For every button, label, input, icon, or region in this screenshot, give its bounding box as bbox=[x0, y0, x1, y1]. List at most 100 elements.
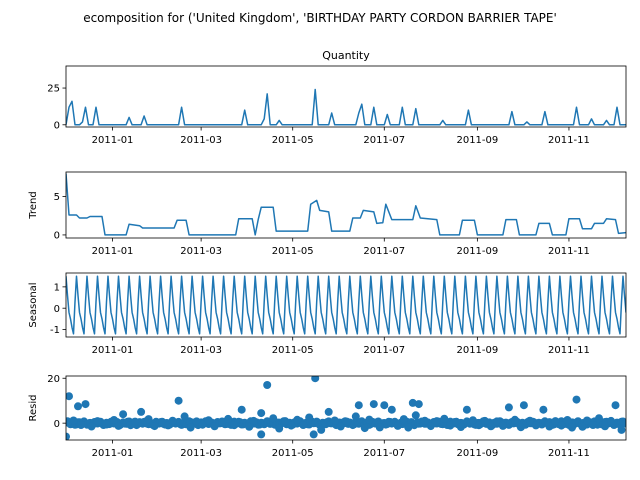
x-tick-label: 2011-11 bbox=[548, 246, 590, 257]
y-tick-label: -1 bbox=[50, 325, 60, 336]
resid-point bbox=[480, 416, 489, 425]
resid-point bbox=[426, 422, 435, 431]
resid-outlier-point bbox=[66, 432, 70, 440]
resid-outlier-point bbox=[324, 407, 333, 416]
resid-point bbox=[69, 416, 78, 425]
resid-point bbox=[114, 421, 123, 430]
resid-point bbox=[224, 414, 233, 423]
resid-outlier-point bbox=[408, 398, 417, 407]
x-tick-label: 2011-09 bbox=[456, 246, 498, 257]
resid-point bbox=[330, 416, 339, 425]
resid-outlier-point bbox=[462, 405, 471, 414]
resid-outlier-point bbox=[309, 430, 318, 439]
resid-outlier-point bbox=[311, 376, 320, 383]
resid-point bbox=[218, 417, 227, 426]
x-tick-label: 2011-01 bbox=[92, 135, 134, 146]
x-tick-label: 2011-11 bbox=[548, 135, 590, 146]
x-tick-label: 2011-07 bbox=[363, 345, 405, 356]
x-tick-label: 2011-11 bbox=[548, 448, 590, 459]
resid-outlier-point bbox=[519, 401, 528, 410]
resid-point bbox=[498, 421, 507, 430]
resid-outlier-point bbox=[539, 405, 548, 414]
y-tick-label: 5 bbox=[54, 192, 60, 203]
y-axis-label: Seasonal bbox=[28, 282, 39, 327]
resid-point bbox=[245, 422, 254, 431]
axes-frame bbox=[65, 272, 627, 338]
resid-point bbox=[607, 416, 615, 425]
axes-frame bbox=[65, 65, 627, 128]
resid-point bbox=[168, 416, 177, 425]
resid-outlier-point bbox=[504, 403, 513, 412]
axes-frame bbox=[65, 171, 627, 239]
y-tick-label: 0 bbox=[54, 419, 60, 430]
resid-point bbox=[589, 421, 597, 429]
resid-point bbox=[468, 416, 477, 425]
plot-area bbox=[66, 275, 626, 335]
resid-point bbox=[269, 414, 278, 423]
observed-line bbox=[66, 88, 626, 126]
x-tick-label: 2011-03 bbox=[180, 135, 222, 146]
resid-point bbox=[293, 415, 302, 424]
panels-layer: 0 25 2011-01 2011-03 2011-05 2011-07 2011-09 20… bbox=[28, 49, 627, 459]
plot-area bbox=[66, 88, 626, 126]
resid-outlier-point bbox=[617, 425, 626, 434]
resid-point bbox=[563, 416, 572, 424]
resid-point bbox=[446, 421, 455, 430]
resid-point bbox=[531, 421, 540, 430]
resid-point bbox=[399, 415, 408, 424]
resid-point bbox=[204, 416, 213, 425]
x-tick-label: 2011-09 bbox=[456, 135, 498, 146]
x-tick-label: 2011-07 bbox=[363, 135, 405, 146]
x-tick-label: 2011-01 bbox=[92, 246, 134, 257]
axes-frame bbox=[65, 375, 627, 441]
resid-outlier-point bbox=[572, 395, 581, 404]
resid-point bbox=[144, 415, 153, 424]
resid-outlier-point bbox=[257, 409, 266, 418]
resid-point bbox=[393, 421, 402, 430]
panel-seasonal: -1 0 1 2011-01 2011-03 2011-05 2011-07 2011-09 2… bbox=[28, 272, 627, 356]
plot-area bbox=[66, 376, 626, 440]
resid-outlier-point bbox=[237, 405, 246, 414]
resid-point bbox=[568, 423, 576, 432]
resid-point bbox=[93, 417, 102, 426]
resid-point bbox=[77, 421, 85, 429]
resid-point bbox=[545, 422, 554, 431]
x-tick-label: 2011-05 bbox=[272, 448, 314, 459]
resid-outlier-point bbox=[369, 400, 378, 409]
x-tick-label: 2011-05 bbox=[272, 135, 314, 146]
resid-point bbox=[601, 422, 609, 431]
x-tick-label: 2011-01 bbox=[92, 448, 134, 459]
resid-outlier-point bbox=[414, 400, 423, 409]
resid-point bbox=[192, 417, 201, 426]
x-tick-label: 2011-03 bbox=[180, 246, 222, 257]
y-axis-label: Trend bbox=[28, 191, 39, 219]
resid-outlier-point bbox=[354, 401, 363, 410]
resid-outlier-point bbox=[180, 412, 189, 421]
trend-line bbox=[66, 173, 626, 236]
resid-point bbox=[557, 421, 566, 430]
x-tick-label: 2011-09 bbox=[456, 448, 498, 459]
x-tick-label: 2011-07 bbox=[363, 246, 405, 257]
resid-point bbox=[525, 416, 534, 425]
resid-point bbox=[551, 417, 560, 426]
resid-point bbox=[375, 423, 384, 432]
x-tick-label: 2011-01 bbox=[92, 345, 134, 356]
resid-point bbox=[452, 417, 461, 426]
resid-point bbox=[249, 416, 258, 425]
x-tick-label: 2011-11 bbox=[548, 345, 590, 356]
resid-point bbox=[186, 423, 195, 432]
resid-point bbox=[474, 421, 483, 430]
resid-point bbox=[360, 424, 369, 433]
resid-point bbox=[230, 421, 239, 430]
seasonal-line bbox=[66, 275, 626, 335]
resid-point bbox=[578, 422, 587, 431]
y-tick-label: 25 bbox=[47, 84, 60, 95]
y-tick-label: 20 bbox=[47, 374, 60, 385]
resid-point bbox=[432, 417, 441, 426]
x-tick-label: 2011-03 bbox=[180, 448, 222, 459]
resid-outlier-point bbox=[174, 396, 183, 405]
resid-point bbox=[420, 416, 429, 425]
resid-outlier-point bbox=[119, 410, 128, 419]
resid-point bbox=[440, 414, 449, 423]
